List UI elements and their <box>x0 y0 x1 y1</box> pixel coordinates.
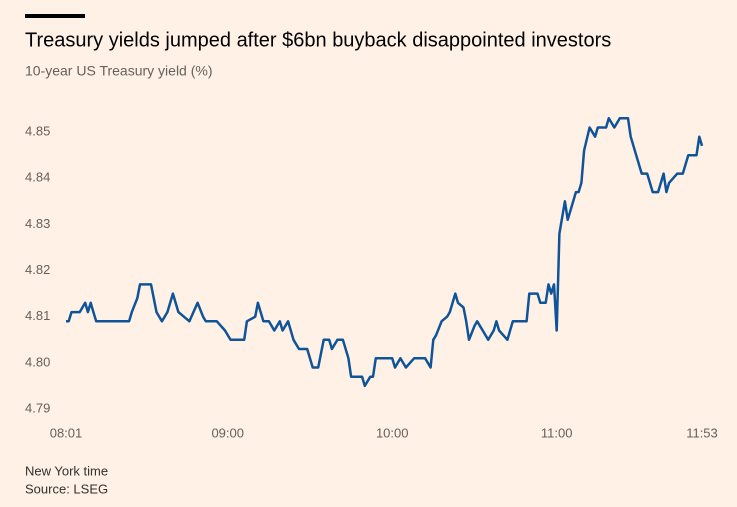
brand-bar <box>25 14 85 18</box>
y-tick-label: 4.82 <box>25 262 50 277</box>
y-tick-label: 4.83 <box>25 216 50 231</box>
chart-title: Treasury yields jumped after $6bn buybac… <box>25 29 611 51</box>
line <box>66 116 704 388</box>
y-tick-label: 4.81 <box>25 308 50 323</box>
y-tick-label: 4.84 <box>25 170 50 185</box>
x-tick-label: 09:00 <box>211 425 244 440</box>
y-tick-label: 4.80 <box>25 354 50 369</box>
y-tick-label: 4.85 <box>25 124 50 139</box>
x-tick-label: 08:01 <box>50 425 83 440</box>
note: New York time <box>25 463 108 478</box>
chart-subtitle: 10-year US Treasury yield (%) <box>25 63 213 79</box>
x-tick-label: 11:53 <box>686 425 718 440</box>
source: Source: LSEG <box>25 481 108 496</box>
x-tick-label: 11:00 <box>541 425 573 440</box>
y-tick-label: 4.79 <box>25 400 50 415</box>
x-tick-label: 10:00 <box>376 425 409 440</box>
